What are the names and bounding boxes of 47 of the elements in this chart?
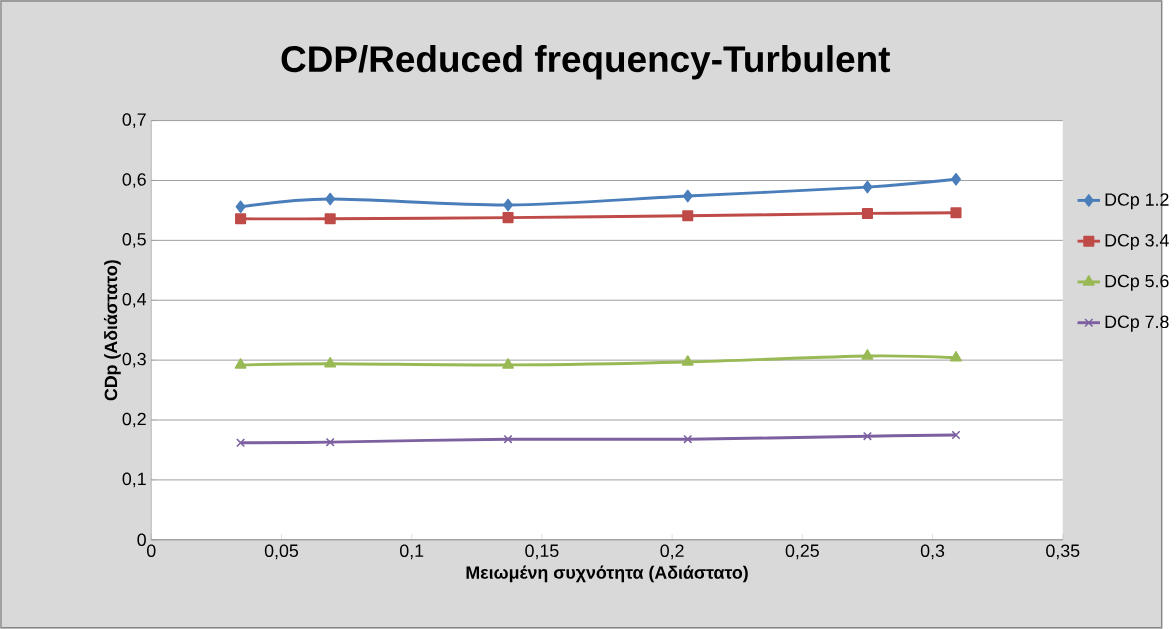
point xyxy=(236,438,246,448)
y-tick-label: 0,1 xyxy=(122,472,146,488)
point xyxy=(502,212,514,224)
y-tick-label: 0,4 xyxy=(122,293,147,308)
x-tick-label: 0,2 xyxy=(660,544,684,560)
point xyxy=(861,208,873,220)
point xyxy=(324,213,336,225)
y-tick-label: 0,3 xyxy=(122,352,146,368)
point xyxy=(682,189,693,203)
point xyxy=(235,200,246,214)
y-axis-title: CDp (Αδιάστατο) xyxy=(103,260,121,401)
point xyxy=(950,351,962,362)
point xyxy=(862,431,872,441)
point xyxy=(502,358,514,369)
legend-label: DCp 1.2 xyxy=(1105,193,1169,210)
point xyxy=(503,198,513,212)
y-tick-label: 0,2 xyxy=(122,412,146,428)
x-tick-label: 0 xyxy=(147,544,156,558)
point xyxy=(234,358,247,369)
legend-label: DCp 5.6 xyxy=(1105,274,1169,291)
x-axis-title: Μειωμένη συχνότητα (Αδιάστατο) xyxy=(466,565,748,583)
x-tick-label: 0,15 xyxy=(525,544,559,560)
point xyxy=(950,207,962,219)
y-tick-label: 0,6 xyxy=(122,173,146,188)
point xyxy=(235,213,247,225)
point xyxy=(325,437,335,447)
point xyxy=(861,349,874,360)
x-tick-label: 0,3 xyxy=(920,544,945,560)
y-tick-label: 0,7 xyxy=(122,113,146,129)
legend-label: DCp 7.8 xyxy=(1105,315,1169,332)
point xyxy=(951,430,961,440)
point xyxy=(324,357,337,368)
x-tick-label: 0,1 xyxy=(400,544,424,560)
point xyxy=(683,434,693,444)
x-tick-label: 0,25 xyxy=(785,544,819,560)
y-tick-label: 0,5 xyxy=(122,233,146,248)
x-tick-label: 0,35 xyxy=(1046,544,1080,560)
chart-title: CDP/Reduced frequency-Turbulent xyxy=(281,45,891,80)
point xyxy=(862,180,873,194)
point xyxy=(325,192,336,206)
point xyxy=(503,434,513,444)
point xyxy=(681,355,694,366)
legend-label: DCp 3.4 xyxy=(1105,234,1169,251)
x-tick-label: 0,05 xyxy=(264,544,299,560)
y-tick-label: 0 xyxy=(137,533,146,547)
point xyxy=(951,173,961,186)
point xyxy=(682,210,694,222)
